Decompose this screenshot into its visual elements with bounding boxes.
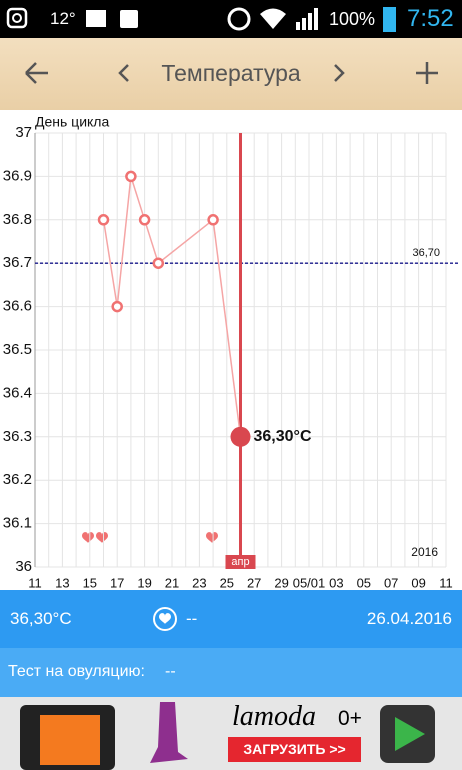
y-tick-label: 36.7 [3, 254, 32, 271]
header-title: Температура [161, 60, 301, 86]
connector [116, 176, 132, 307]
hearts [82, 532, 218, 543]
app-header: Температура [0, 38, 462, 110]
data-point [207, 214, 219, 226]
month-label: апр [231, 556, 249, 568]
status-icons [6, 7, 396, 32]
status-bar: 12° 100% 7:52 [0, 0, 462, 38]
x-tick-label: 23 [192, 575, 206, 590]
x-tick-label: 15 [83, 575, 97, 590]
heart-button[interactable] [152, 606, 178, 632]
data-point [125, 170, 137, 183]
connector [212, 219, 242, 437]
x-tick-label: 05 [357, 575, 371, 590]
summary-temperature: 36,30°C [10, 609, 72, 628]
x-tick-label: 07 [384, 575, 398, 590]
ovulation-row[interactable]: Тест на овуляцию: -- [0, 648, 462, 697]
reference-label: 36,70 [412, 247, 440, 259]
y-tick-label: 36.8 [3, 211, 32, 228]
connector [102, 219, 118, 307]
y-tick-label: 36.9 [3, 167, 32, 184]
prev-button[interactable] [118, 64, 129, 82]
x-tick-label: 05/01 [293, 575, 326, 590]
y-tick-label: 36.4 [3, 384, 32, 401]
y-tick-label: 36.5 [3, 341, 32, 358]
data-point [97, 214, 110, 226]
add-button[interactable] [416, 62, 438, 84]
chart-title: День цикла [35, 114, 109, 130]
y-tick-label: 36.6 [3, 298, 32, 315]
x-tick-label: 21 [165, 575, 179, 590]
ad-brand: lamoda [232, 701, 316, 732]
x-tick-label: 19 [137, 575, 151, 590]
data-point [111, 300, 123, 313]
back-button[interactable] [25, 62, 48, 84]
ovulation-label: Тест на овуляцию: [8, 663, 145, 680]
x-tick-label: 09 [411, 575, 425, 590]
x-tick-label: 29 [274, 575, 288, 590]
year-label: 2016 [411, 545, 438, 559]
next-button[interactable] [334, 64, 345, 82]
connector [157, 219, 214, 264]
ad-banner[interactable]: lamoda 0+ ЗАГРУЗИТЬ >> [0, 697, 462, 770]
month-label-box [225, 555, 256, 569]
x-tick-label: 11 [439, 575, 453, 590]
value-label: 36,30°C [254, 428, 312, 445]
ad-age: 0+ [338, 707, 362, 730]
summary-note: -- [186, 609, 198, 628]
y-tick-label: 36 [15, 558, 32, 575]
chart: День цикла 36 36.1 36.2 36.3 36.4 36.5 36.6 36.… [3, 114, 460, 590]
x-tick-label: 17 [110, 575, 124, 590]
connector [143, 219, 160, 264]
data-point [152, 257, 165, 269]
x-tick-label: 03 [329, 575, 343, 590]
y-tick-label: 36.3 [3, 428, 32, 445]
ovulation-value: -- [165, 663, 176, 680]
header-icons [25, 62, 438, 84]
y-tick-label: 36.2 [3, 471, 32, 488]
status-temperature: 12° [50, 9, 76, 28]
status-time: 7:52 [407, 5, 454, 32]
x-tick-label: 27 [247, 575, 261, 590]
x-tick-label: 11 [28, 575, 42, 590]
ad-button[interactable]: ЗАГРУЗИТЬ >> [228, 737, 361, 762]
status-battery: 100% [329, 9, 376, 29]
data-point [138, 214, 151, 226]
selected-point [230, 426, 251, 447]
summary-date: 26.04.2016 [366, 609, 452, 628]
x-tick-label: 13 [55, 575, 69, 590]
summary-bar: 36,30°C -- 26.04.2016 [0, 590, 462, 648]
ad-graphics [20, 702, 435, 770]
y-tick-label: 37 [15, 124, 32, 141]
connector [130, 176, 146, 221]
y-tick-label: 36.1 [3, 515, 32, 532]
x-tick-label: 25 [220, 575, 234, 590]
